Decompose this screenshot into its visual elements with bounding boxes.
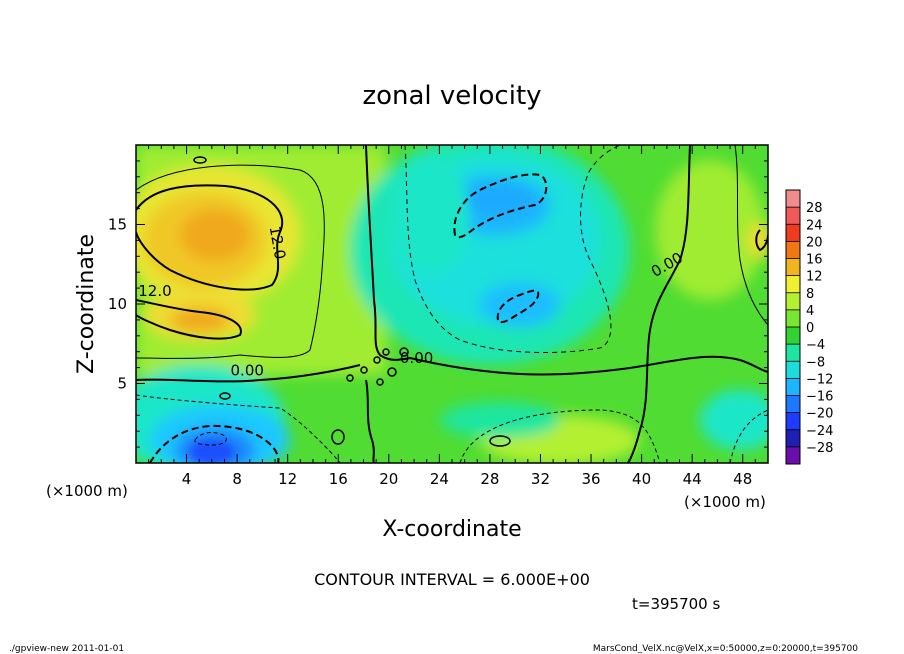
colorbar-label: −28 [806, 441, 833, 456]
colorbar-swatch [786, 429, 800, 447]
contour-interval: CONTOUR INTERVAL = 6.000E+00 [314, 570, 590, 589]
colorbar-label: −8 [806, 355, 825, 370]
color-field [136, 145, 768, 463]
colorbar-swatch [786, 207, 800, 225]
colorbar-label: −12 [806, 372, 833, 387]
time-label: t=395700 s [632, 595, 720, 613]
x-tick-label: 16 [329, 470, 348, 488]
colorbar-label: 16 [806, 253, 823, 268]
colorbar-swatch [786, 275, 800, 293]
colorbar-swatch [786, 224, 800, 242]
colorbar-swatch [786, 327, 800, 345]
y-unit-label: (×1000 m) [46, 482, 128, 500]
colorbar-swatch [786, 378, 800, 396]
colorbar-label: 8 [806, 287, 814, 302]
x-tick-label: 20 [379, 470, 398, 488]
colorbar-label: 0 [806, 321, 814, 336]
colorbar-label: −24 [806, 424, 833, 439]
y-tick-label: 5 [117, 375, 127, 393]
colorbar-label: −4 [806, 338, 825, 353]
x-tick-label: 36 [581, 470, 600, 488]
colorbar-label: 20 [806, 235, 823, 250]
x-tick-label: 44 [683, 470, 702, 488]
colorbar: −28 −24 −20 −16 −12 −8 −4 0 4 8 12 16 20 24 28 [785, 189, 833, 465]
x-unit-label: (×1000 m) [684, 493, 766, 511]
colorbar-swatch [786, 190, 800, 208]
colorbar-swatch [786, 292, 800, 310]
colorbar-swatch [786, 446, 800, 464]
x-tick-label: 4 [182, 470, 192, 488]
contour-label: 0.00 [231, 362, 264, 380]
colorbar-swatch [786, 361, 800, 379]
colorbar-swatch [786, 412, 800, 430]
x-axis-ticks: 4 8 12 16 20 24 28 32 36 40 44 48 [148, 145, 756, 488]
colorbar-swatch [786, 258, 800, 276]
colorbar-label: −20 [806, 407, 833, 422]
chart-title: zonal velocity [362, 81, 541, 111]
x-tick-label: 24 [430, 470, 449, 488]
colorbar-label: 12 [806, 270, 823, 285]
colorbar-label: 28 [806, 201, 823, 216]
y-axis-ticks: 5 10 15 [108, 160, 768, 448]
x-tick-label: 48 [733, 470, 752, 488]
contour-label: 12.0 [138, 282, 171, 300]
y-axis-title: Z-coordinate [74, 234, 99, 374]
colorbar-label: 4 [806, 304, 814, 319]
colorbar-swatch [786, 309, 800, 327]
footer-left: ./gpview-new 2011-01-01 [9, 644, 124, 654]
x-tick-label: 32 [531, 470, 550, 488]
x-tick-label: 12 [278, 470, 297, 488]
contour-lines [136, 145, 768, 463]
colorbar-label: 24 [806, 218, 823, 233]
contour-label: 12.0 [266, 225, 290, 261]
colorbar-swatch [786, 241, 800, 259]
x-tick-label: 28 [480, 470, 499, 488]
colorbar-swatch [786, 344, 800, 362]
x-tick-label: 40 [632, 470, 651, 488]
contour-label: 0.00 [400, 349, 433, 367]
x-axis-title: X-coordinate [382, 517, 521, 542]
y-tick-label: 15 [108, 216, 127, 234]
footer-right: MarsCond_VelX.nc@VelX,x=0:50000,z=0:2000… [593, 644, 858, 654]
colorbar-swatch [786, 395, 800, 413]
colorbar-label: −16 [806, 390, 833, 405]
x-tick-label: 8 [232, 470, 242, 488]
y-tick-label: 10 [108, 295, 127, 313]
